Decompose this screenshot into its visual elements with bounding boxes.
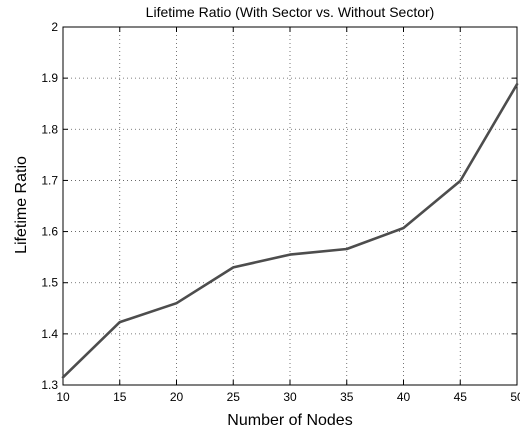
x-tick-label: 30 [283,390,297,404]
x-tick-label: 15 [113,390,127,404]
x-tick-label: 20 [170,390,184,404]
series-layer [61,83,519,379]
x-tick-label: 25 [227,390,241,404]
y-axis-label: Lifetime Ratio [13,156,30,254]
x-tick-label: 35 [340,390,354,404]
y-axis: 1.3 1.4 1.5 1.6 1.7 1.8 1.9 2 [41,20,517,392]
x-tick-label: 40 [397,390,411,404]
y-tick-label: 1.3 [41,378,58,392]
y-tick-label: 1.9 [41,71,58,85]
y-tick-label: 1.4 [41,327,58,341]
y-tick-label: 1.8 [41,122,58,136]
y-tick-label: 2 [51,20,58,34]
x-tick-label: 45 [454,390,468,404]
y-tick-label: 1.6 [41,225,58,239]
x-axis: 10 15 20 25 30 35 40 45 50 [56,27,520,404]
x-axis-label: Number of Nodes [227,412,352,429]
y-tick-label: 1.7 [41,173,58,187]
y-tick-label: 1.5 [41,276,58,290]
grid [63,27,517,385]
x-tick-label: 50 [510,390,520,404]
series-line-0 [61,83,519,379]
x-tick-label: 10 [56,390,70,404]
chart-title: Lifetime Ratio (With Sector vs. Without … [146,4,435,20]
